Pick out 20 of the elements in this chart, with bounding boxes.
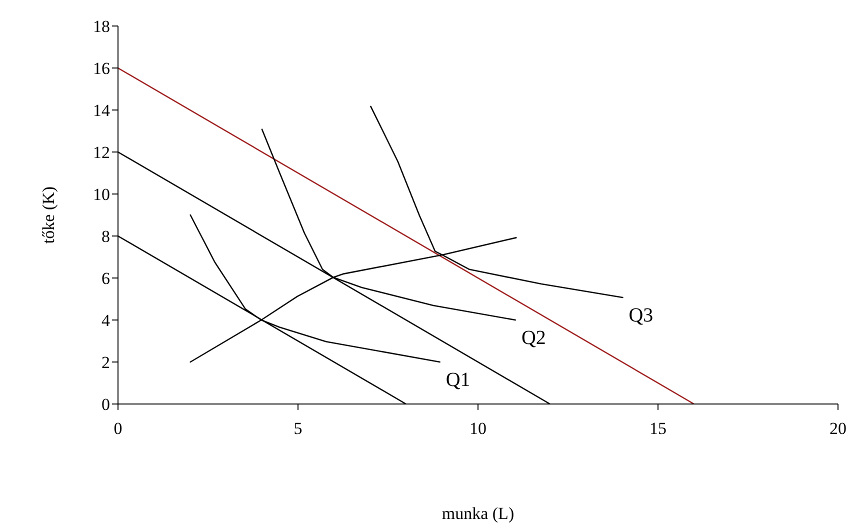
- y-tick-label: 2: [102, 353, 110, 372]
- y-tick-label: 0: [102, 395, 110, 414]
- y-tick-label: 16: [93, 59, 110, 78]
- series-label: Q2: [521, 327, 546, 349]
- y-tick-label: 10: [93, 185, 110, 204]
- x-tick-label: 15: [650, 419, 666, 438]
- series-label: Q3: [628, 304, 654, 327]
- x-tick-label: 0: [114, 419, 122, 438]
- y-tick-label: 14: [93, 101, 110, 120]
- x-tick-label: 10: [470, 419, 486, 438]
- x-tick-label: 5: [294, 419, 302, 438]
- x-tick-label: 20: [830, 419, 846, 438]
- y-tick-label: 18: [93, 17, 110, 36]
- y-tick-label: 4: [102, 311, 110, 330]
- y-axis-title: tőke (K): [39, 186, 58, 244]
- x-axis-title: munka (L): [442, 504, 514, 523]
- y-tick-label: 8: [102, 227, 110, 246]
- y-tick-label: 6: [102, 269, 110, 288]
- y-tick-label: 12: [93, 143, 110, 162]
- series-label: Q1: [446, 369, 470, 391]
